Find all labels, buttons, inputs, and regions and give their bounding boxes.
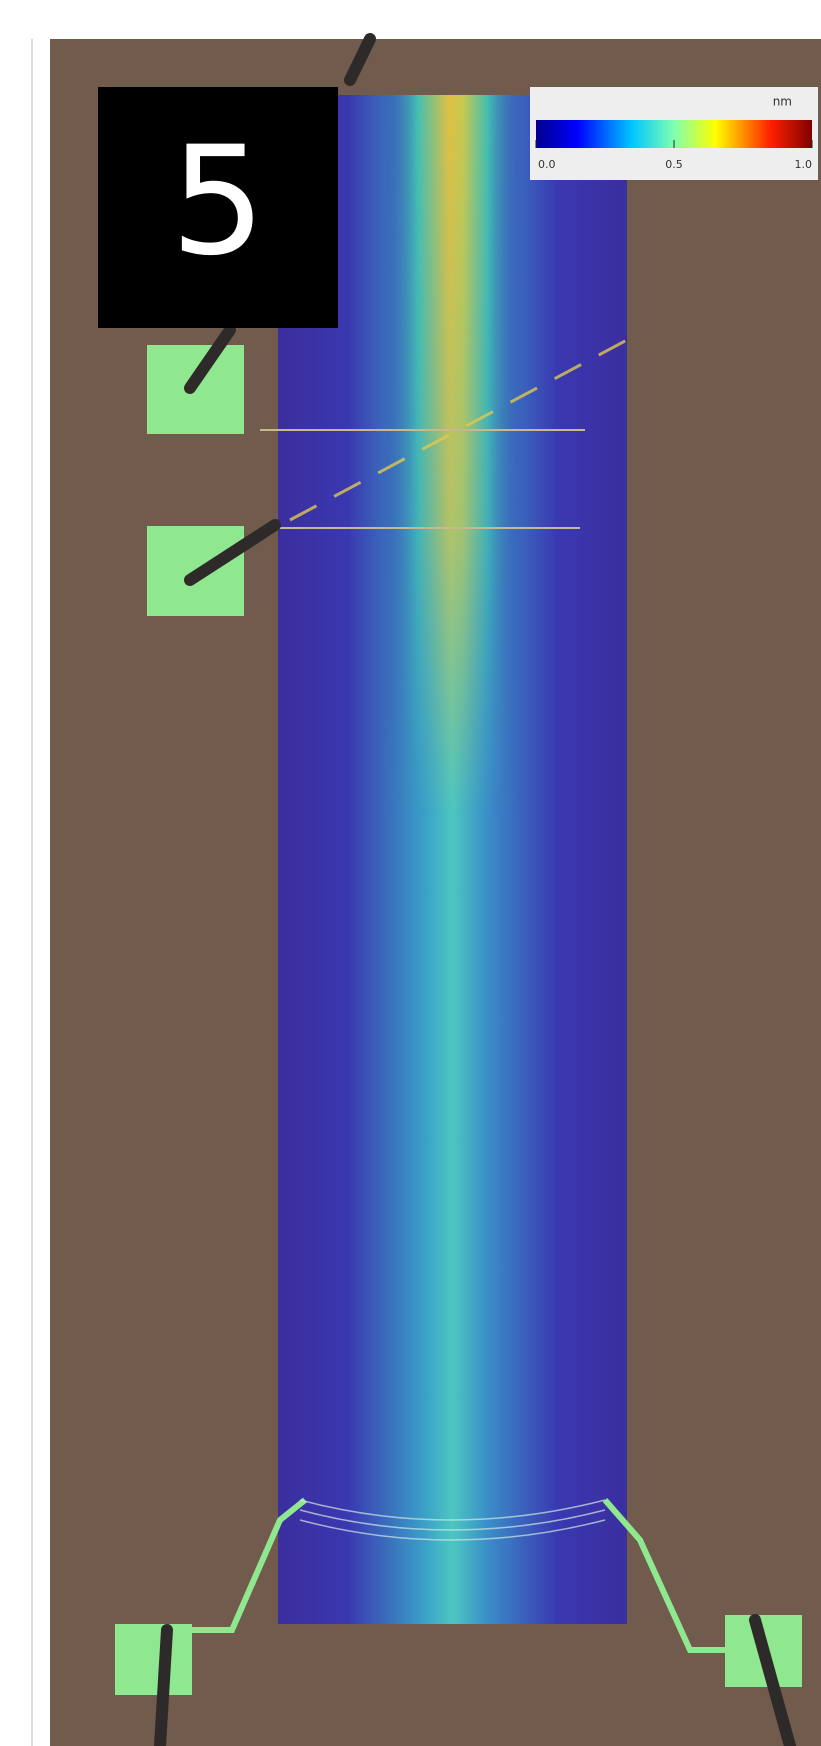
colorbar-tick-label: 1.0 — [795, 158, 813, 171]
panel-label: 5 — [170, 115, 265, 289]
colorbar-tick-label: 0.5 — [665, 158, 683, 171]
colorbar-unit: nm — [773, 95, 792, 109]
micrograph: 5 nm 0.0 0.5 1.0 — [0, 0, 821, 1746]
colorbar-tick-label: 0.0 — [538, 158, 556, 171]
